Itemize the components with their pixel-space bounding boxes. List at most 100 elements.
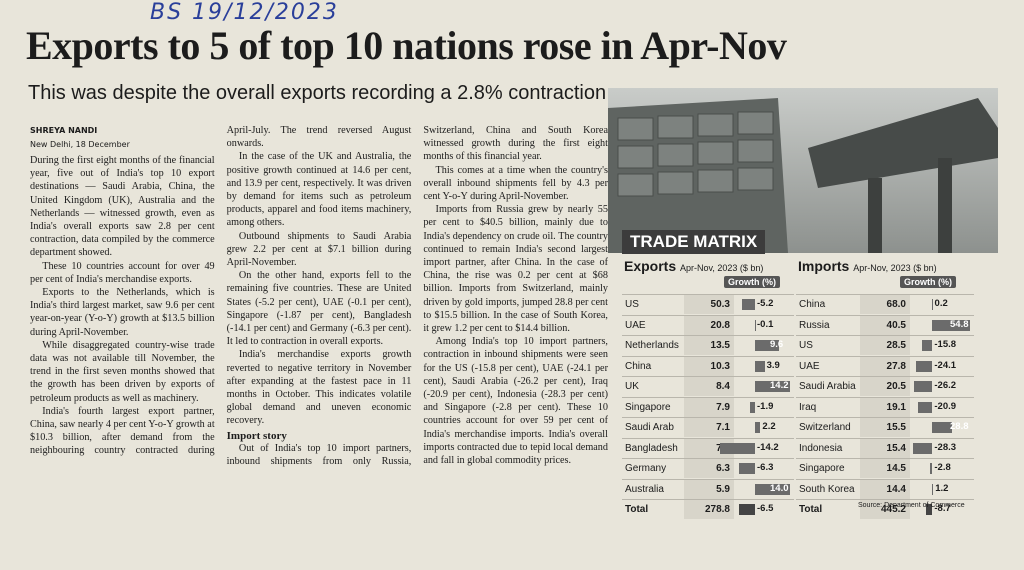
growth-bar (912, 442, 933, 454)
value: 7.9 (684, 397, 734, 417)
paragraph: Outbound shipments to Saudi Arabia grew … (226, 230, 412, 269)
growth-cell: -15.8 (910, 336, 974, 355)
table-row: UAE 20.8 -0.1 (622, 314, 794, 335)
growth-bar (918, 401, 933, 413)
growth-bar (742, 299, 755, 310)
country: Russia (799, 319, 830, 331)
table-row: China 10.3 3.9 (622, 355, 794, 376)
table-heading: Exports (624, 258, 677, 274)
growth-cell: 3.9 (734, 357, 794, 376)
value: 68.0 (860, 295, 910, 314)
value: 20.5 (860, 377, 910, 396)
growth-bar (755, 360, 765, 372)
paragraph: India's merchandise exports growth rever… (226, 349, 412, 427)
table-row: UK 8.4 14.2 (622, 376, 794, 396)
table-row: US 50.3 -5.2 (622, 294, 794, 314)
table-title: Exports Apr-Nov, 2023 ($ bn) (624, 258, 763, 274)
country: US (625, 299, 639, 310)
growth-label: 28.8 (950, 421, 969, 432)
growth-bar (755, 483, 790, 495)
growth-bar (932, 319, 970, 331)
growth-label: -0.1 (757, 318, 774, 330)
country: Singapore (799, 463, 845, 474)
value: 5.9 (684, 479, 734, 499)
article: During the first eight months of the fin… (30, 124, 608, 544)
growth-cell: -8.7 (910, 500, 974, 519)
country: UK (625, 381, 639, 392)
trade-matrix-title: TRADE MATRIX (622, 230, 766, 254)
country: Germany (625, 463, 667, 474)
table-row: Saudi Arab 7.1 2.2 (622, 417, 794, 437)
paragraph: Out of India's top 10 import partners, i… (226, 125, 608, 467)
growth-label: -20.9 (934, 400, 957, 412)
value: 15.4 (860, 438, 910, 458)
growth-cell: 9.6 (734, 336, 794, 355)
table-row: South Korea 14.4 1.2 (796, 478, 974, 499)
growth-bar (755, 381, 790, 392)
country: China (799, 299, 826, 310)
growth-cell: -28.3 (910, 439, 974, 458)
table-row: Bangladesh7.0-14.2 (622, 437, 794, 458)
growth-bar (921, 340, 933, 351)
table-row: Indonesia 15.4 -28.3 (796, 437, 974, 458)
growth-bar (932, 422, 953, 433)
value: 19.1 (860, 397, 910, 417)
country: UAE (625, 319, 646, 331)
paragraph: On the other hand, exports fell to the r… (226, 270, 412, 348)
country: Singapore (625, 401, 671, 413)
table-row: Australia 5.9 14.0 (622, 478, 794, 499)
value: 13.5 (684, 336, 734, 355)
growth-bar (915, 360, 933, 372)
country: Total (799, 504, 823, 515)
growth-bar (750, 401, 755, 413)
paragraph: During the first eight months of the fin… (30, 155, 215, 259)
growth-header: Growth (%) (900, 276, 956, 288)
value: 15.5 (860, 418, 910, 437)
growth-cell: -24.1 (910, 357, 974, 376)
value: 50.3 (684, 295, 734, 314)
table-row: Singapore 7.9 -1.9 (622, 396, 794, 417)
growth-label: -8.7 (934, 503, 951, 514)
photo (608, 88, 998, 253)
total-row: Total 445.2 -8.7 (796, 499, 974, 519)
table-row: China 68.0 0.2 (796, 294, 974, 314)
growth-cell: 14.0 (734, 480, 794, 499)
country: Total (625, 504, 649, 515)
growth-label: -5.2 (757, 298, 774, 309)
table-row: Singapore 14.5 -2.8 (796, 458, 974, 478)
paragraph: These 10 countries account for over 49 p… (30, 260, 215, 285)
paragraph: This comes at a time when the country's … (423, 164, 608, 203)
growth-label: -24.1 (934, 359, 957, 371)
country: UAE (799, 360, 820, 372)
growth-cell: 0.2 (910, 295, 974, 314)
country: Indonesia (799, 442, 843, 454)
growth-cell: -1.9 (734, 398, 794, 417)
growth-label: 14.2 (770, 380, 789, 391)
growth-label: 3.9 (766, 359, 780, 371)
table-row: Russia 40.5 54.8 (796, 314, 974, 335)
table-unit: Apr-Nov, 2023 ($ bn) (680, 263, 764, 273)
value: 27.8 (860, 356, 910, 376)
growth-label: -28.3 (934, 441, 957, 453)
source: Source: Department of Commerce (858, 502, 965, 509)
value: 445.2 (860, 500, 910, 519)
growth-cell: -2.8 (910, 459, 974, 478)
country: Netherlands (625, 340, 679, 351)
growth-cell: -14.2 (720, 439, 794, 458)
subheadline: This was despite the overall exports rec… (28, 82, 607, 104)
growth-cell: -6.5 (734, 500, 794, 519)
value: 278.8 (684, 500, 734, 519)
growth-label: 9.6 (770, 339, 784, 350)
table-row: US 28.5 -15.8 (796, 335, 974, 355)
country: Iraq (799, 401, 817, 413)
value: 7.1 (684, 418, 734, 437)
growth-bar (739, 463, 755, 474)
table-row: UAE 27.8 -24.1 (796, 355, 974, 376)
table-heading: Imports (798, 258, 850, 274)
value: 40.5 (860, 315, 910, 335)
growth-label: -14.2 (757, 441, 779, 453)
paragraph: In the case of the UK and Australia, the… (226, 151, 412, 229)
table-row: Saudi Arabia 20.5 -26.2 (796, 376, 974, 396)
value: 6.3 (684, 459, 734, 478)
